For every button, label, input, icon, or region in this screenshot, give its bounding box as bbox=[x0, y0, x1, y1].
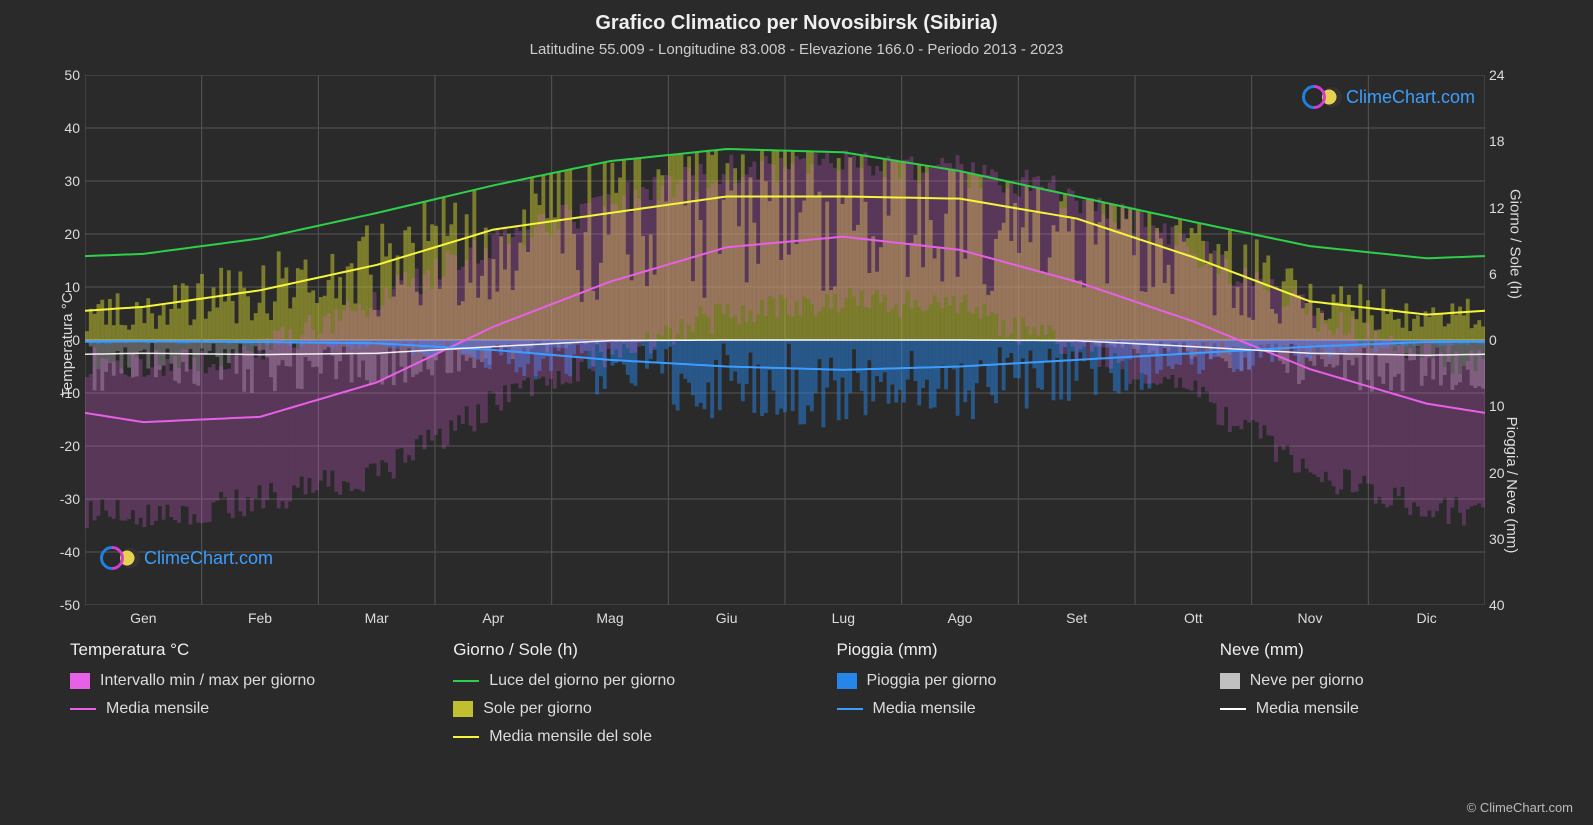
legend-header-snow: Neve (mm) bbox=[1220, 640, 1563, 660]
legend-item: Media mensile bbox=[70, 700, 413, 718]
logo-top-right: ClimeChart.com bbox=[1302, 85, 1475, 109]
xtick-month: Ott bbox=[1184, 610, 1203, 626]
legend-item: Neve per giorno bbox=[1220, 672, 1563, 690]
ytick-right-precip: 20 bbox=[1489, 465, 1515, 481]
xtick-month: Giu bbox=[716, 610, 738, 626]
xtick-month: Mar bbox=[365, 610, 389, 626]
xtick-month: Set bbox=[1066, 610, 1087, 626]
legend-item: Intervallo min / max per giorno bbox=[70, 672, 413, 690]
xtick-month: Feb bbox=[248, 610, 272, 626]
chart-area: Temperatura °C Giorno / Sole (h) Pioggia… bbox=[30, 65, 1550, 625]
legend-swatch bbox=[1220, 708, 1246, 710]
legend-label: Neve per giorno bbox=[1250, 672, 1364, 690]
ytick-left: 50 bbox=[48, 67, 80, 83]
logo-bottom-left: ClimeChart.com bbox=[100, 546, 273, 570]
legend-label: Intervallo min / max per giorno bbox=[100, 672, 315, 690]
xtick-month: Apr bbox=[482, 610, 504, 626]
legend-swatch bbox=[453, 701, 473, 717]
xtick-month: Dic bbox=[1417, 610, 1437, 626]
legend-label: Media mensile bbox=[106, 700, 209, 718]
legend-item: Media mensile bbox=[837, 700, 1180, 718]
xtick-month: Mag bbox=[596, 610, 623, 626]
legend-swatch bbox=[837, 708, 863, 710]
logo-text: ClimeChart.com bbox=[1346, 87, 1475, 108]
legend-swatch bbox=[453, 680, 479, 682]
copyright: © ClimeChart.com bbox=[1467, 800, 1573, 815]
legend: Temperatura °C Intervallo min / max per … bbox=[70, 640, 1563, 756]
legend-item: Sole per giorno bbox=[453, 700, 796, 718]
legend-swatch bbox=[1220, 673, 1240, 689]
ytick-left: 10 bbox=[48, 279, 80, 295]
ytick-left: -50 bbox=[48, 597, 80, 613]
logo-text-2: ClimeChart.com bbox=[144, 548, 273, 569]
legend-col-temperature: Temperatura °C Intervallo min / max per … bbox=[70, 640, 413, 756]
ytick-right-precip: 40 bbox=[1489, 597, 1515, 613]
legend-label: Media mensile bbox=[1256, 700, 1359, 718]
legend-col-snow: Neve (mm) Neve per giorno Media mensile bbox=[1220, 640, 1563, 756]
logo-c-icon bbox=[95, 541, 129, 575]
legend-col-rain: Pioggia (mm) Pioggia per giorno Media men… bbox=[837, 640, 1180, 756]
ytick-left: -30 bbox=[48, 491, 80, 507]
legend-label: Pioggia per giorno bbox=[867, 672, 997, 690]
ytick-left: 40 bbox=[48, 120, 80, 136]
ytick-right-hours: 0 bbox=[1489, 332, 1515, 348]
plot-area: ClimeChart.com ClimeChart.com bbox=[85, 75, 1485, 605]
ytick-right-precip: 10 bbox=[1489, 398, 1515, 414]
chart-title: Grafico Climatico per Novosibirsk (Sibir… bbox=[0, 0, 1593, 35]
ytick-left: 0 bbox=[48, 332, 80, 348]
legend-label: Luce del giorno per giorno bbox=[489, 672, 675, 690]
legend-label: Media mensile bbox=[873, 700, 976, 718]
legend-item: Media mensile bbox=[1220, 700, 1563, 718]
ytick-left: -20 bbox=[48, 438, 80, 454]
plot-svg bbox=[85, 75, 1485, 605]
legend-item: Luce del giorno per giorno bbox=[453, 672, 796, 690]
xtick-month: Ago bbox=[948, 610, 973, 626]
legend-swatch bbox=[70, 673, 90, 689]
xtick-month: Gen bbox=[130, 610, 156, 626]
ytick-left: 30 bbox=[48, 173, 80, 189]
legend-item: Media mensile del sole bbox=[453, 728, 796, 746]
logo-c-icon bbox=[1297, 80, 1331, 114]
legend-label: Sole per giorno bbox=[483, 700, 592, 718]
ytick-left: -10 bbox=[48, 385, 80, 401]
xtick-month: Nov bbox=[1298, 610, 1323, 626]
ytick-right-precip: 30 bbox=[1489, 531, 1515, 547]
legend-item: Pioggia per giorno bbox=[837, 672, 1180, 690]
legend-header-daysun: Giorno / Sole (h) bbox=[453, 640, 796, 660]
legend-header-rain: Pioggia (mm) bbox=[837, 640, 1180, 660]
ytick-right-hours: 24 bbox=[1489, 67, 1515, 83]
ytick-right-hours: 12 bbox=[1489, 200, 1515, 216]
legend-swatch bbox=[837, 673, 857, 689]
legend-swatch bbox=[453, 736, 479, 738]
ytick-right-hours: 6 bbox=[1489, 266, 1515, 282]
ytick-right-hours: 18 bbox=[1489, 133, 1515, 149]
legend-header-temperature: Temperatura °C bbox=[70, 640, 413, 660]
legend-label: Media mensile del sole bbox=[489, 728, 652, 746]
ytick-left: -40 bbox=[48, 544, 80, 560]
chart-subtitle: Latitudine 55.009 - Longitudine 83.008 -… bbox=[0, 35, 1593, 58]
legend-swatch bbox=[70, 708, 96, 710]
xtick-month: Lug bbox=[832, 610, 855, 626]
legend-col-daysun: Giorno / Sole (h) Luce del giorno per gi… bbox=[453, 640, 796, 756]
ytick-left: 20 bbox=[48, 226, 80, 242]
